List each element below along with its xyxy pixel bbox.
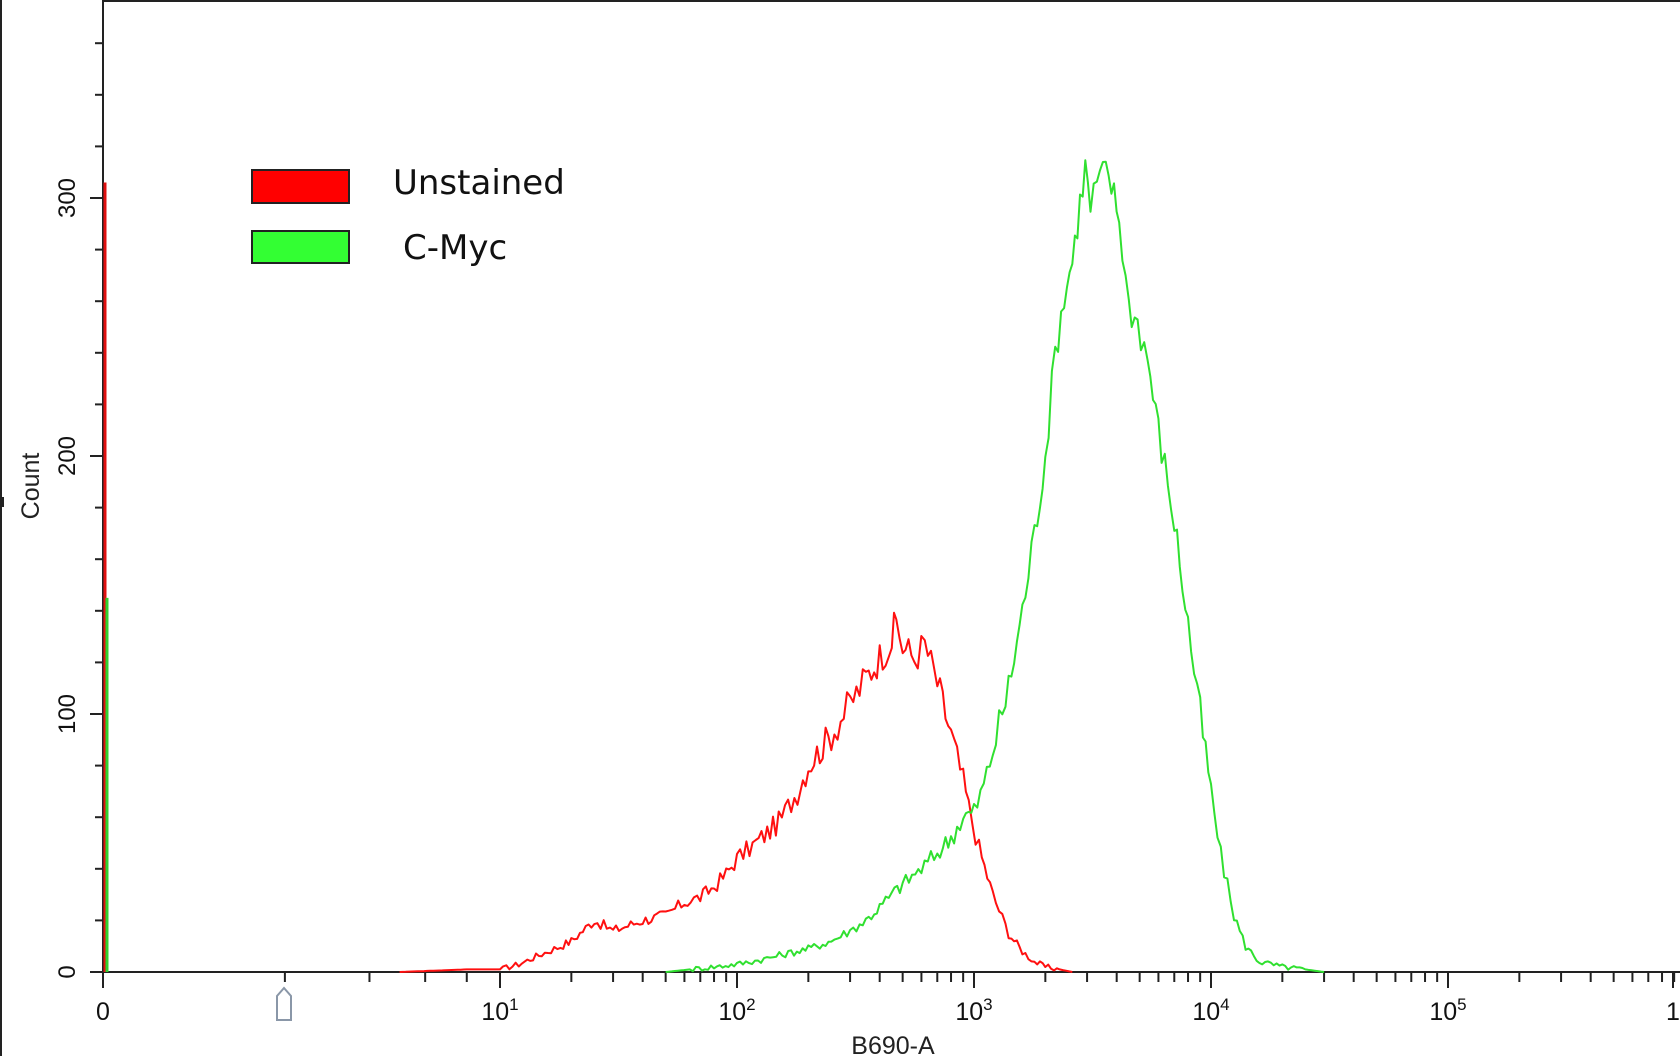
x-tick-label: 103 <box>955 995 992 1026</box>
x-tick-label: 104 <box>1192 995 1229 1026</box>
x-tick-exponent: 2 <box>746 995 755 1014</box>
x-tick-exponent: 1 <box>509 995 518 1014</box>
x-tick-label: 0 <box>96 998 110 1026</box>
y-axis-ticks: 0 100 200 300 <box>54 42 103 979</box>
legend-item-unstained: Unstained <box>251 163 565 204</box>
y-tick-label: 100 <box>54 694 81 734</box>
x-axis-title: B690-A <box>851 1032 935 1056</box>
plot-frame <box>102 0 1680 973</box>
legend-item-c-myc: C-Myc <box>251 228 507 268</box>
x-tick-label: 1 <box>1666 998 1680 1026</box>
gate-marker-icon[interactable] <box>276 986 292 1021</box>
x-tick-exponent: 4 <box>1220 995 1229 1014</box>
y-tick-label: 300 <box>54 178 81 218</box>
x-tick-base: 1 <box>1666 998 1680 1026</box>
x-tick-base: 10 <box>1192 998 1220 1026</box>
series-layer <box>103 159 1325 973</box>
legend-label-unstained: Unstained <box>393 163 565 203</box>
x-tick-label: 105 <box>1429 995 1466 1026</box>
legend-swatch-c-myc <box>251 230 350 264</box>
series-line-unstained <box>399 611 1073 973</box>
x-tick-exponent: 5 <box>1457 995 1466 1014</box>
x-tick-base: 10 <box>955 998 983 1026</box>
legend-label-c-myc: C-Myc <box>403 228 507 268</box>
legend-swatch-unstained <box>251 169 350 204</box>
x-tick-base: 0 <box>96 998 110 1026</box>
y-axis-title: Count <box>17 453 45 520</box>
legend: Unstained C-Myc <box>251 163 565 268</box>
y-tick-label: 0 <box>54 965 81 978</box>
x-tick-base: 10 <box>1429 998 1457 1026</box>
x-tick-label: 101 <box>481 995 518 1026</box>
x-tick-base: 10 <box>481 998 509 1026</box>
x-tick-label: 102 <box>718 995 755 1026</box>
x-axis-ticks: 0 101 102 103 104 105 1 <box>96 972 1680 1026</box>
left-border-notch <box>0 497 4 507</box>
x-tick-exponent: 3 <box>983 995 992 1014</box>
series-line-c-myc <box>665 159 1325 973</box>
y-tick-label: 200 <box>54 436 81 476</box>
x-tick-base: 10 <box>718 998 746 1026</box>
